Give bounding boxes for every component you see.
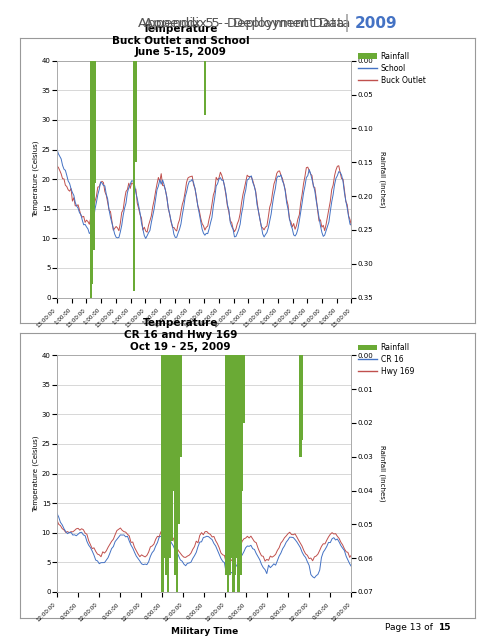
Bar [177,355,180,524]
Bar [133,61,136,291]
Text: Appendix 5 - Deployment Data: Appendix 5 - Deployment Data [138,17,344,29]
Bar [165,355,168,575]
Bar [227,355,229,592]
Bar [91,61,93,284]
Bar [174,355,176,575]
Text: 15: 15 [438,623,450,632]
Bar [163,355,166,558]
Title: Temperature
Buck Outlet and School
June 5-15, 2009: Temperature Buck Outlet and School June … [112,24,249,57]
X-axis label: Military Time: Military Time [171,627,238,636]
Y-axis label: Rainfall (Inches): Rainfall (Inches) [380,445,386,502]
Bar [167,355,169,592]
Bar [230,355,233,558]
Bar [90,61,92,298]
Bar [225,355,228,575]
Bar [168,355,171,558]
Bar [299,355,301,457]
Bar [94,61,96,182]
Bar [237,355,240,592]
Bar [228,355,231,575]
Bar [232,355,235,592]
Legend: Rainfall, CR 16, Hwy 169: Rainfall, CR 16, Hwy 169 [358,343,414,376]
Bar [241,355,244,490]
Bar [135,61,137,163]
Text: Appendix 5 - Deployment Data: Appendix 5 - Deployment Data [145,17,350,29]
Y-axis label: Temperature (Celsius): Temperature (Celsius) [32,435,39,512]
Bar [170,355,173,541]
Text: |: | [344,14,349,32]
Y-axis label: Rainfall (Inches): Rainfall (Inches) [380,151,386,207]
Bar [236,355,238,558]
Title: Temperature
CR 16 and Hwy 169
Oct 19 - 25, 2009: Temperature CR 16 and Hwy 169 Oct 19 - 2… [124,319,237,351]
X-axis label: Military Time: Military Time [171,333,238,342]
Legend: Rainfall, School, Buck Outlet: Rainfall, School, Buck Outlet [358,52,426,85]
Text: Page 13 of: Page 13 of [385,623,436,632]
Bar [239,355,242,575]
Bar [179,355,182,457]
Text: 2009: 2009 [355,15,397,31]
Bar [172,355,175,490]
Y-axis label: Temperature (Celsius): Temperature (Celsius) [32,141,39,218]
Bar [176,355,178,592]
Bar [204,61,206,115]
Bar [301,355,303,440]
Bar [93,61,95,250]
Bar [161,355,164,592]
Bar [234,355,237,575]
Bar [243,355,245,423]
